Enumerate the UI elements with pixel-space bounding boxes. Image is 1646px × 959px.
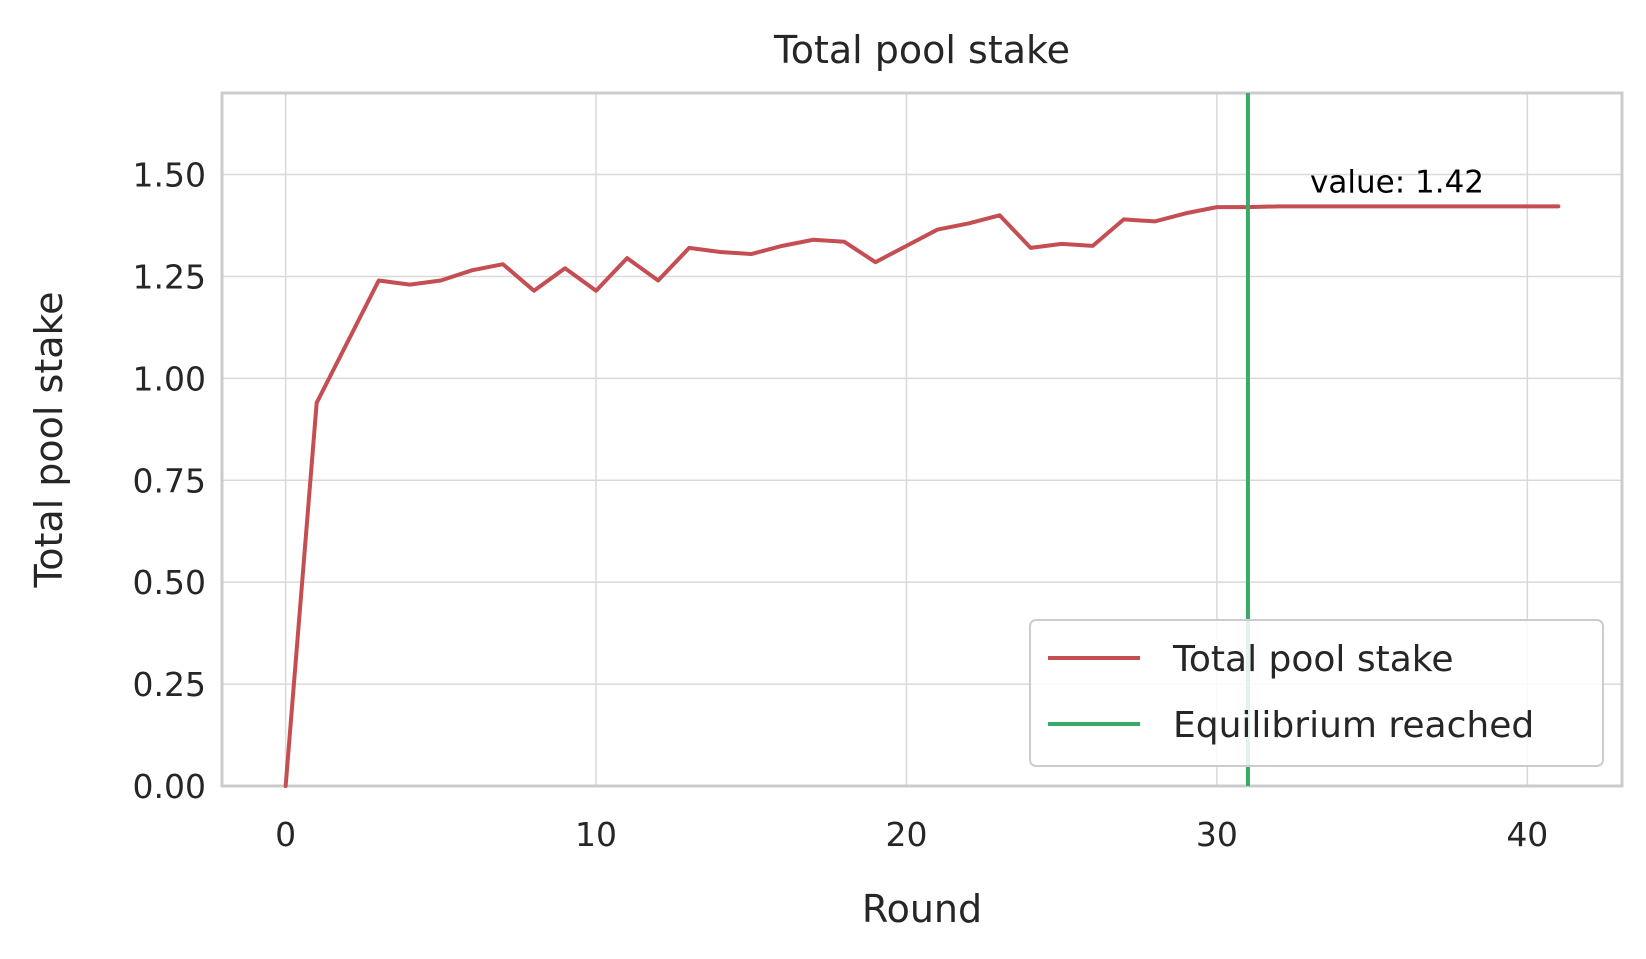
series-line-total-pool-stake bbox=[283, 204, 1561, 788]
plot-frame bbox=[220, 91, 1624, 788]
y-axis-title: Total pool stake bbox=[27, 291, 71, 588]
annotation-value: value: 1.42 bbox=[1310, 165, 1484, 201]
x-tick-label: 30 bbox=[1196, 815, 1238, 854]
y-tick-label: 0.00 bbox=[133, 767, 206, 806]
legend-box bbox=[1029, 619, 1604, 767]
y-tick-label: 1.25 bbox=[133, 257, 206, 296]
x-tick-label: 0 bbox=[275, 815, 296, 854]
x-tick-label: 40 bbox=[1506, 815, 1548, 854]
y-tick-label: 1.50 bbox=[133, 156, 206, 195]
y-tick-label: 0.25 bbox=[133, 665, 206, 704]
x-axis-title: Round bbox=[862, 887, 982, 931]
legend-label-equilibrium-reached: Equilibrium reached bbox=[1173, 705, 1534, 746]
x-tick-label: 20 bbox=[885, 815, 927, 854]
legend: Total pool stake Equilibrium reached bbox=[1029, 619, 1604, 767]
y-tick-label: 0.75 bbox=[133, 461, 206, 500]
y-tick-label: 0.50 bbox=[133, 563, 206, 602]
x-tick-label: 10 bbox=[575, 815, 617, 854]
chart-title: Total pool stake bbox=[773, 28, 1070, 72]
legend-label-total-pool-stake: Total pool stake bbox=[1172, 639, 1454, 680]
y-tick-label: 1.00 bbox=[133, 359, 206, 398]
tick-labels: 0 10 20 30 40 0.00 0.25 0.50 0.75 1.00 1.25 1.50 bbox=[133, 156, 1549, 854]
